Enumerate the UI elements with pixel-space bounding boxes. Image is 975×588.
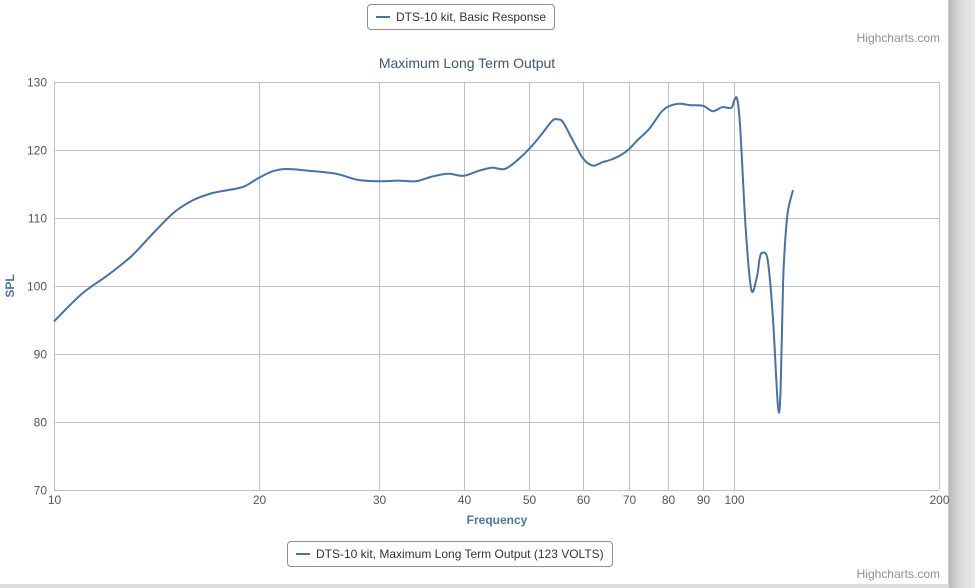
chart-panel — [948, 0, 949, 584]
x-tick-label: 50 — [523, 493, 537, 507]
legend-basic-response-label: DTS-10 kit, Basic Response — [396, 10, 547, 24]
legend-line-swatch — [296, 553, 310, 555]
y-tick-label: 110 — [28, 212, 47, 226]
x-tick-label: 60 — [577, 493, 591, 507]
legend-max-long-term-output[interactable]: DTS-10 kit, Maximum Long Term Output (12… — [287, 541, 613, 567]
x-axis-title: Frequency — [467, 513, 528, 527]
highcharts-credit-top[interactable]: Highcharts.com — [856, 31, 940, 45]
y-axis-ticks: 70 80 90 100 110 120 130 — [27, 76, 47, 498]
legend-max-long-term-output-label: DTS-10 kit, Maximum Long Term Output (12… — [316, 547, 604, 561]
x-tick-label: 100 — [724, 493, 744, 507]
y-tick-label: 130 — [27, 76, 47, 90]
x-tick-label: 30 — [373, 493, 387, 507]
x-tick-label: 10 — [48, 493, 62, 507]
chart-title: Maximum Long Term Output — [379, 55, 555, 71]
y-tick-label: 100 — [27, 280, 47, 294]
x-tick-label: 40 — [458, 493, 472, 507]
x-tick-label: 90 — [697, 493, 711, 507]
y-tick-label: 120 — [27, 144, 47, 158]
legend-line-swatch — [376, 16, 390, 18]
x-tick-label: 80 — [662, 493, 676, 507]
y-tick-label: 90 — [34, 348, 48, 362]
x-tick-label: 20 — [253, 493, 267, 507]
y-tick-label: 70 — [34, 484, 48, 498]
x-tick-label: 200 — [929, 493, 949, 507]
x-tick-label: 70 — [623, 493, 637, 507]
window-right-edge — [949, 0, 975, 588]
chart-svg: Maximum Long Term Output 70 80 90 100 110 120… — [3, 55, 949, 527]
legend-basic-response[interactable]: DTS-10 kit, Basic Response — [367, 4, 556, 30]
highcharts-credit-bottom[interactable]: Highcharts.com — [856, 567, 940, 581]
x-axis-ticks: 10 20 30 40 50 60 70 80 90 100 200 — [48, 493, 949, 507]
window-bottom-edge — [0, 584, 949, 588]
y-axis-title: SPL — [3, 274, 17, 297]
series-line-max-long-term-output[interactable] — [53, 96, 794, 414]
y-tick-label: 80 — [34, 416, 48, 430]
grid-lines — [54, 82, 940, 491]
